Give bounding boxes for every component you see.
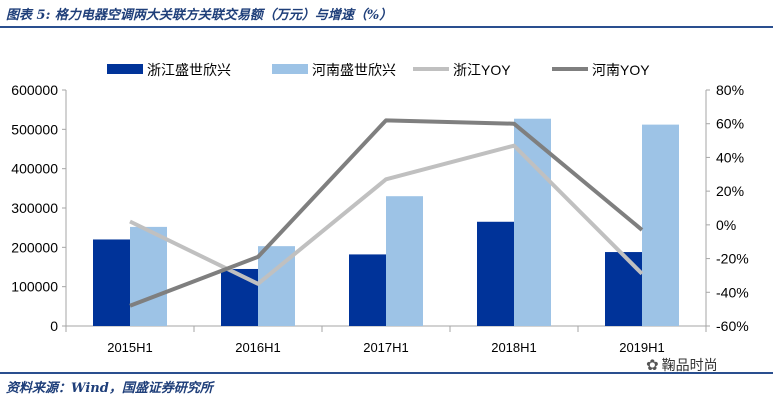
bar-zhejiang <box>221 268 258 326</box>
y-right-tick-label: 60% <box>716 116 744 132</box>
y-right-tick-label: -60% <box>716 318 749 334</box>
title-divider <box>0 26 773 28</box>
bar-henan <box>642 124 679 326</box>
legend-swatch <box>107 64 143 74</box>
bar-zhejiang <box>477 221 514 326</box>
y-left-tick-label: 600000 <box>11 82 58 98</box>
y-left-tick-label: 300000 <box>11 200 58 216</box>
y-left-tick-label: 400000 <box>11 161 58 177</box>
x-tick-label: 2015H1 <box>107 340 153 355</box>
bar-henan <box>386 196 423 326</box>
figure-title: 图表 5: 格力电器空调两大关联方关联交易额（万元）与增速（%） <box>6 8 393 23</box>
chart-legend: 浙江盛世欣兴 河南盛世欣兴 浙江YOY 河南YOY <box>107 62 650 78</box>
y-left-tick-label: 0 <box>50 318 58 334</box>
combo-chart: 浙江盛世欣兴 河南盛世欣兴 浙江YOY 河南YOY 0 100000 200000 3000… <box>11 62 748 355</box>
bar-zhejiang <box>605 252 642 326</box>
x-tick-label: 2017H1 <box>363 340 409 355</box>
y-left-tick-label: 200000 <box>11 239 58 255</box>
y-right-tick-label: 80% <box>716 82 744 98</box>
y-right-tick-label: 0% <box>716 217 736 233</box>
y-right-tick-label: -40% <box>716 284 749 300</box>
legend-label: 浙江YOY <box>453 62 511 78</box>
legend-label: 河南盛世欣兴 <box>312 62 396 78</box>
footer-divider <box>0 372 773 374</box>
line-series <box>129 118 644 308</box>
y-left-tick-label: 100000 <box>11 279 58 295</box>
bar-henan <box>130 226 167 326</box>
bar-series <box>93 118 679 326</box>
legend-label: 浙江盛世欣兴 <box>147 62 231 78</box>
x-tick-label: 2016H1 <box>235 340 281 355</box>
y-right-tick-label: 20% <box>716 183 744 199</box>
y-left-tick-label: 500000 <box>11 121 58 137</box>
wechat-icon: ✿ <box>646 356 659 374</box>
bar-zhejiang <box>349 254 386 326</box>
source-note: 资料来源：Wind，国盛证券研究所 <box>6 381 213 396</box>
y-right-tick-label: 40% <box>716 149 744 165</box>
legend-label: 河南YOY <box>592 62 650 78</box>
legend-swatch <box>272 64 308 74</box>
watermark: ✿ 鞠品时尚 <box>646 355 718 375</box>
x-tick-label: 2019H1 <box>619 340 665 355</box>
watermark-text: 鞠品时尚 <box>661 358 718 374</box>
bar-zhejiang <box>93 239 130 326</box>
x-tick-label: 2018H1 <box>491 340 537 355</box>
y-right-tick-label: -20% <box>716 251 749 267</box>
tick-labels: 0 100000 200000 300000 400000 500000 600000 -60… <box>11 82 748 355</box>
